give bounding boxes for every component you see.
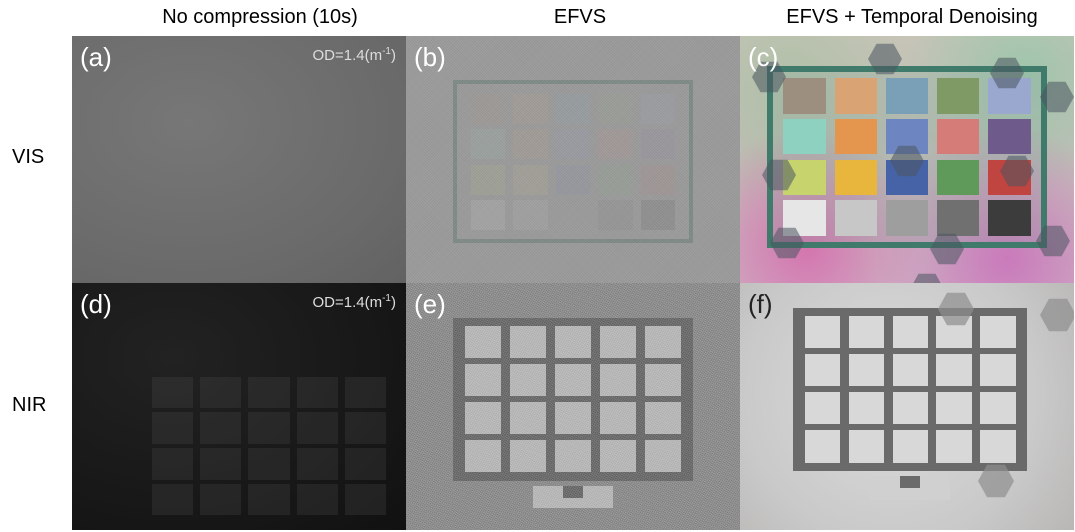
- checker-cell: [937, 78, 980, 113]
- checker-cell: [893, 392, 928, 424]
- hex-marker: [910, 272, 944, 283]
- faint-cell: [297, 412, 338, 443]
- faint-cell: [297, 448, 338, 479]
- col-header-3: EFVS + Temporal Denoising: [762, 6, 1062, 29]
- panel-b: (b): [406, 36, 740, 283]
- faint-cell: [152, 484, 193, 515]
- checker-cell: [886, 78, 929, 113]
- faint-cell: [200, 484, 241, 515]
- checker-cell: [980, 316, 1015, 348]
- panel-d-od: OD=1.4(m-1): [312, 293, 396, 311]
- checker-cell: [805, 316, 840, 348]
- row-label-nir: NIR: [12, 394, 46, 417]
- faint-cell: [345, 377, 386, 408]
- panel-c-letter: (c): [748, 42, 778, 73]
- panel-d: (d) OD=1.4(m-1): [72, 283, 406, 530]
- checker-cell: [783, 78, 826, 113]
- faint-cell: [248, 448, 289, 479]
- checker-cell: [936, 392, 971, 424]
- checker-cell: [980, 392, 1015, 424]
- col-header-2: EFVS: [520, 6, 640, 29]
- faint-cell: [152, 448, 193, 479]
- col-header-1: No compression (10s): [130, 6, 390, 29]
- checker-cell: [805, 430, 840, 462]
- faint-cell: [297, 484, 338, 515]
- faint-cell: [152, 412, 193, 443]
- checker-cell: [893, 316, 928, 348]
- checker-cell: [980, 354, 1015, 386]
- checker-cell: [936, 354, 971, 386]
- checker-cell: [936, 430, 971, 462]
- faint-cell: [345, 484, 386, 515]
- faint-cell: [345, 448, 386, 479]
- panel-c: (c): [740, 36, 1074, 283]
- faint-cell: [248, 412, 289, 443]
- checker-cell: [783, 119, 826, 154]
- checker-cell: [835, 119, 878, 154]
- checker-cell: [835, 200, 878, 235]
- checker-cell: [937, 160, 980, 195]
- checker-cell: [893, 430, 928, 462]
- faint-cell: [200, 412, 241, 443]
- checker-cell: [980, 430, 1015, 462]
- checker-cell: [988, 200, 1031, 235]
- panel-f-letter: (f): [748, 289, 773, 320]
- faint-cell: [248, 484, 289, 515]
- panel-a: (a) OD=1.4(m-1): [72, 36, 406, 283]
- checker-cell: [805, 354, 840, 386]
- row-label-vis: VIS: [12, 146, 44, 169]
- checker-cell: [988, 119, 1031, 154]
- checker-cell: [849, 430, 884, 462]
- checker-cell: [937, 119, 980, 154]
- checker-cell: [893, 354, 928, 386]
- faint-cell: [345, 412, 386, 443]
- panel-e: (e): [406, 283, 740, 530]
- faint-cell: [297, 377, 338, 408]
- checker-cell: [849, 354, 884, 386]
- checker-cell: [849, 392, 884, 424]
- checker-cell: [835, 78, 878, 113]
- hex-marker: [1040, 297, 1074, 333]
- faint-cell: [200, 377, 241, 408]
- panel-e-letter: (e): [414, 289, 446, 320]
- panel-b-letter: (b): [414, 42, 446, 73]
- checker-cell: [886, 200, 929, 235]
- panel-d-letter: (d): [80, 289, 112, 320]
- faint-cell: [248, 377, 289, 408]
- faint-cell: [200, 448, 241, 479]
- panel-a-od: OD=1.4(m-1): [312, 46, 396, 64]
- panel-f: (f): [740, 283, 1074, 530]
- faint-cell: [152, 377, 193, 408]
- checker-cell: [835, 160, 878, 195]
- checker-cell: [805, 392, 840, 424]
- panel-a-letter: (a): [80, 42, 112, 73]
- checker-cell: [849, 316, 884, 348]
- checker-cell: [937, 200, 980, 235]
